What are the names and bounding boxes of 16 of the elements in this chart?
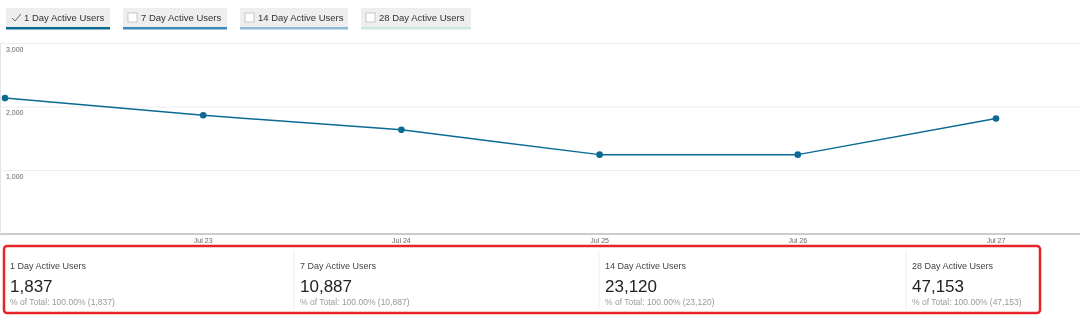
text: 7 Day Active Users — [300, 261, 377, 271]
text: 10,887 — [300, 277, 352, 296]
text: % of Total: 100.00% (47,153) — [912, 297, 1022, 307]
text: 28 Day Active Users — [912, 261, 994, 271]
text: 47,153 — [912, 277, 964, 296]
text: 23,120 — [605, 277, 657, 296]
text: 7 Day Active Users — [141, 12, 222, 23]
text: 14 Day Active Users — [258, 12, 344, 23]
text: % of Total: 100.00% (23,120) — [605, 297, 715, 307]
text: 1,837 — [10, 277, 53, 296]
text: 1 Day Active Users — [24, 12, 105, 23]
text: % of Total: 100.00% (10,887) — [300, 297, 410, 307]
text: 28 Day Active Users — [379, 12, 465, 23]
text: % of Total: 100.00% (1,837) — [10, 297, 115, 307]
text: 1 Day Active Users — [10, 261, 87, 271]
text: 14 Day Active Users — [605, 261, 687, 271]
